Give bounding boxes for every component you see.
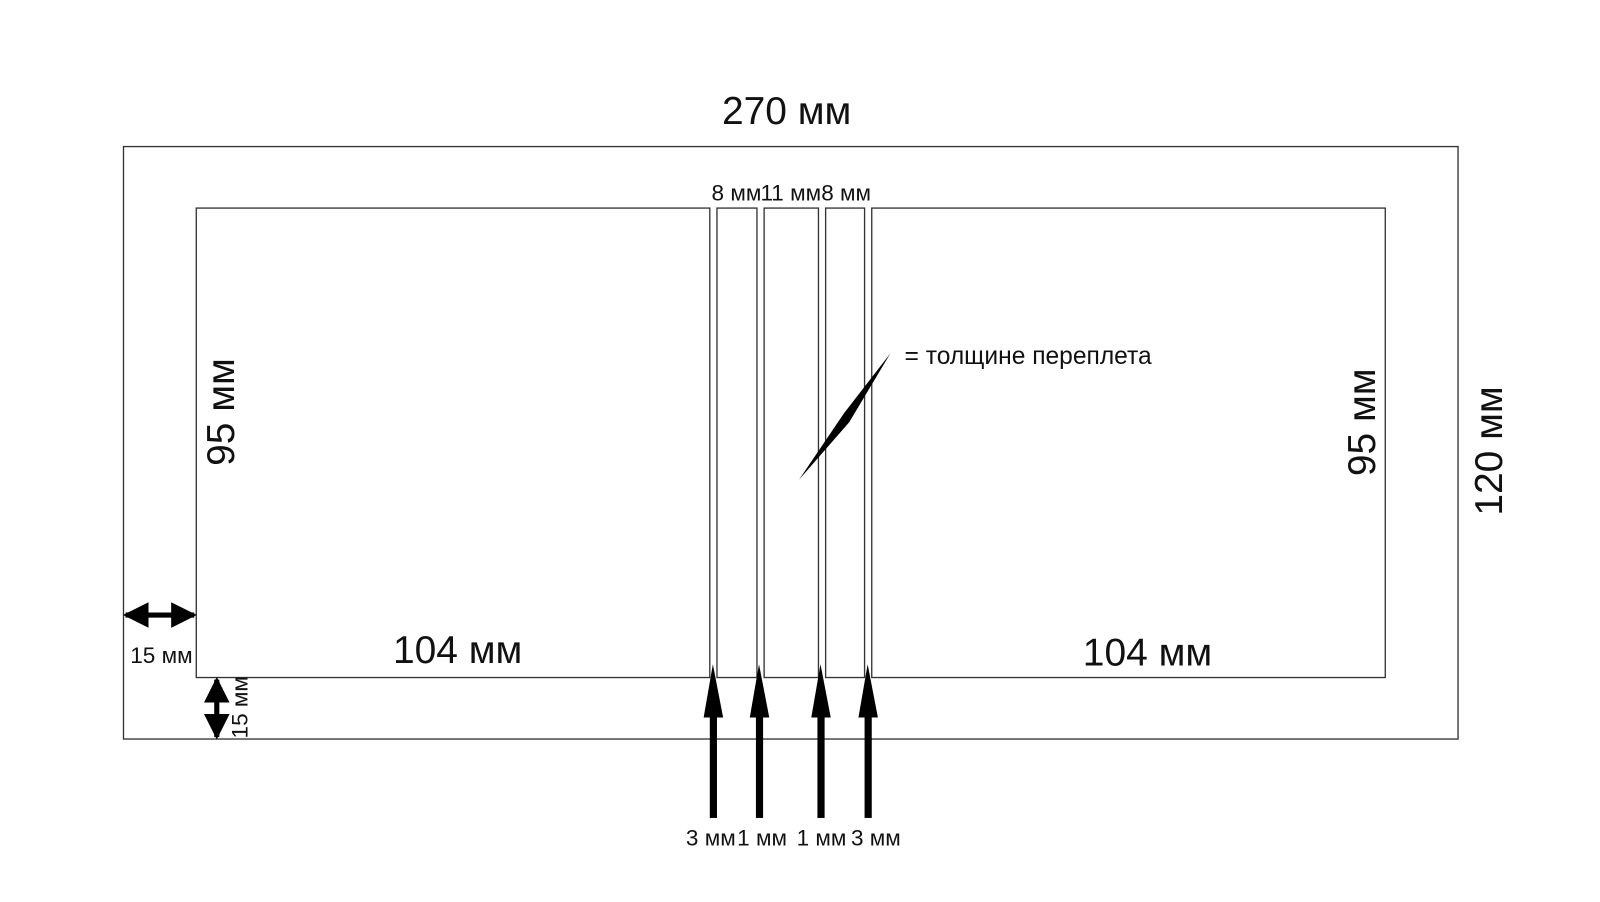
spine-strip [716, 207, 758, 679]
total-height: 120 мм [1468, 386, 1511, 515]
outer-frame [122, 145, 1459, 740]
right-page [871, 207, 1386, 679]
spine-strip [763, 207, 820, 679]
spine-bottom-label: 3 мм [851, 825, 901, 850]
annotation: = толщине переплета [905, 343, 1152, 370]
spine-top-label: 11 мм [760, 181, 821, 206]
left-page [195, 207, 711, 679]
annotation-pointer [798, 353, 891, 480]
spine-arrows [703, 664, 878, 818]
spine-top-label: 8 мм [821, 181, 871, 206]
spine-bottom-label: 3 мм [686, 825, 736, 850]
left-page-width: 104 мм [393, 629, 522, 672]
left-page-height: 95 мм [200, 358, 243, 466]
right-page-width: 104 мм [1083, 631, 1212, 674]
right-page-height: 95 мм [1341, 368, 1384, 476]
spine-bottom-label: 1 мм [797, 825, 847, 850]
spine-top-label: 8 мм [712, 181, 762, 206]
margin-left: 15 мм [130, 643, 192, 668]
spine-bottom-label: 1 мм [737, 825, 787, 850]
total-width: 270 мм [722, 90, 851, 133]
spine-strip [824, 207, 866, 679]
margin-bottom: 15 мм [227, 676, 252, 738]
